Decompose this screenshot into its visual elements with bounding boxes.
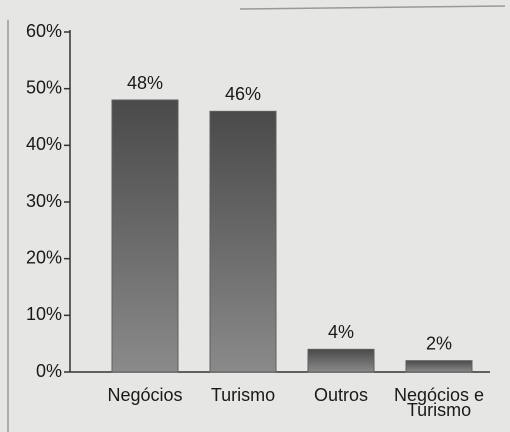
x-tick-label: Negócios e Turismo	[393, 385, 485, 420]
bar	[111, 99, 179, 373]
value-label: 48%	[127, 73, 163, 93]
x-tick-label: Negócios	[107, 385, 183, 405]
y-tick-label: 50%	[26, 77, 62, 97]
y-tick-label: 60%	[26, 21, 62, 41]
y-tick-label: 20%	[26, 247, 62, 267]
y-tick-label: 10%	[26, 304, 62, 324]
bar	[307, 348, 375, 373]
value-label: 4%	[328, 322, 354, 342]
x-tick-label: Outros	[313, 385, 369, 405]
x-tick-label: Turismo	[210, 385, 276, 405]
y-tick-label: 0%	[36, 361, 62, 381]
y-tick-label: 40%	[26, 134, 62, 154]
frame-line	[239, 5, 506, 10]
value-label: 46%	[225, 84, 261, 104]
bar	[405, 360, 473, 373]
y-tick-label: 30%	[26, 191, 62, 211]
bar	[209, 110, 277, 373]
value-label: 2%	[426, 333, 452, 353]
